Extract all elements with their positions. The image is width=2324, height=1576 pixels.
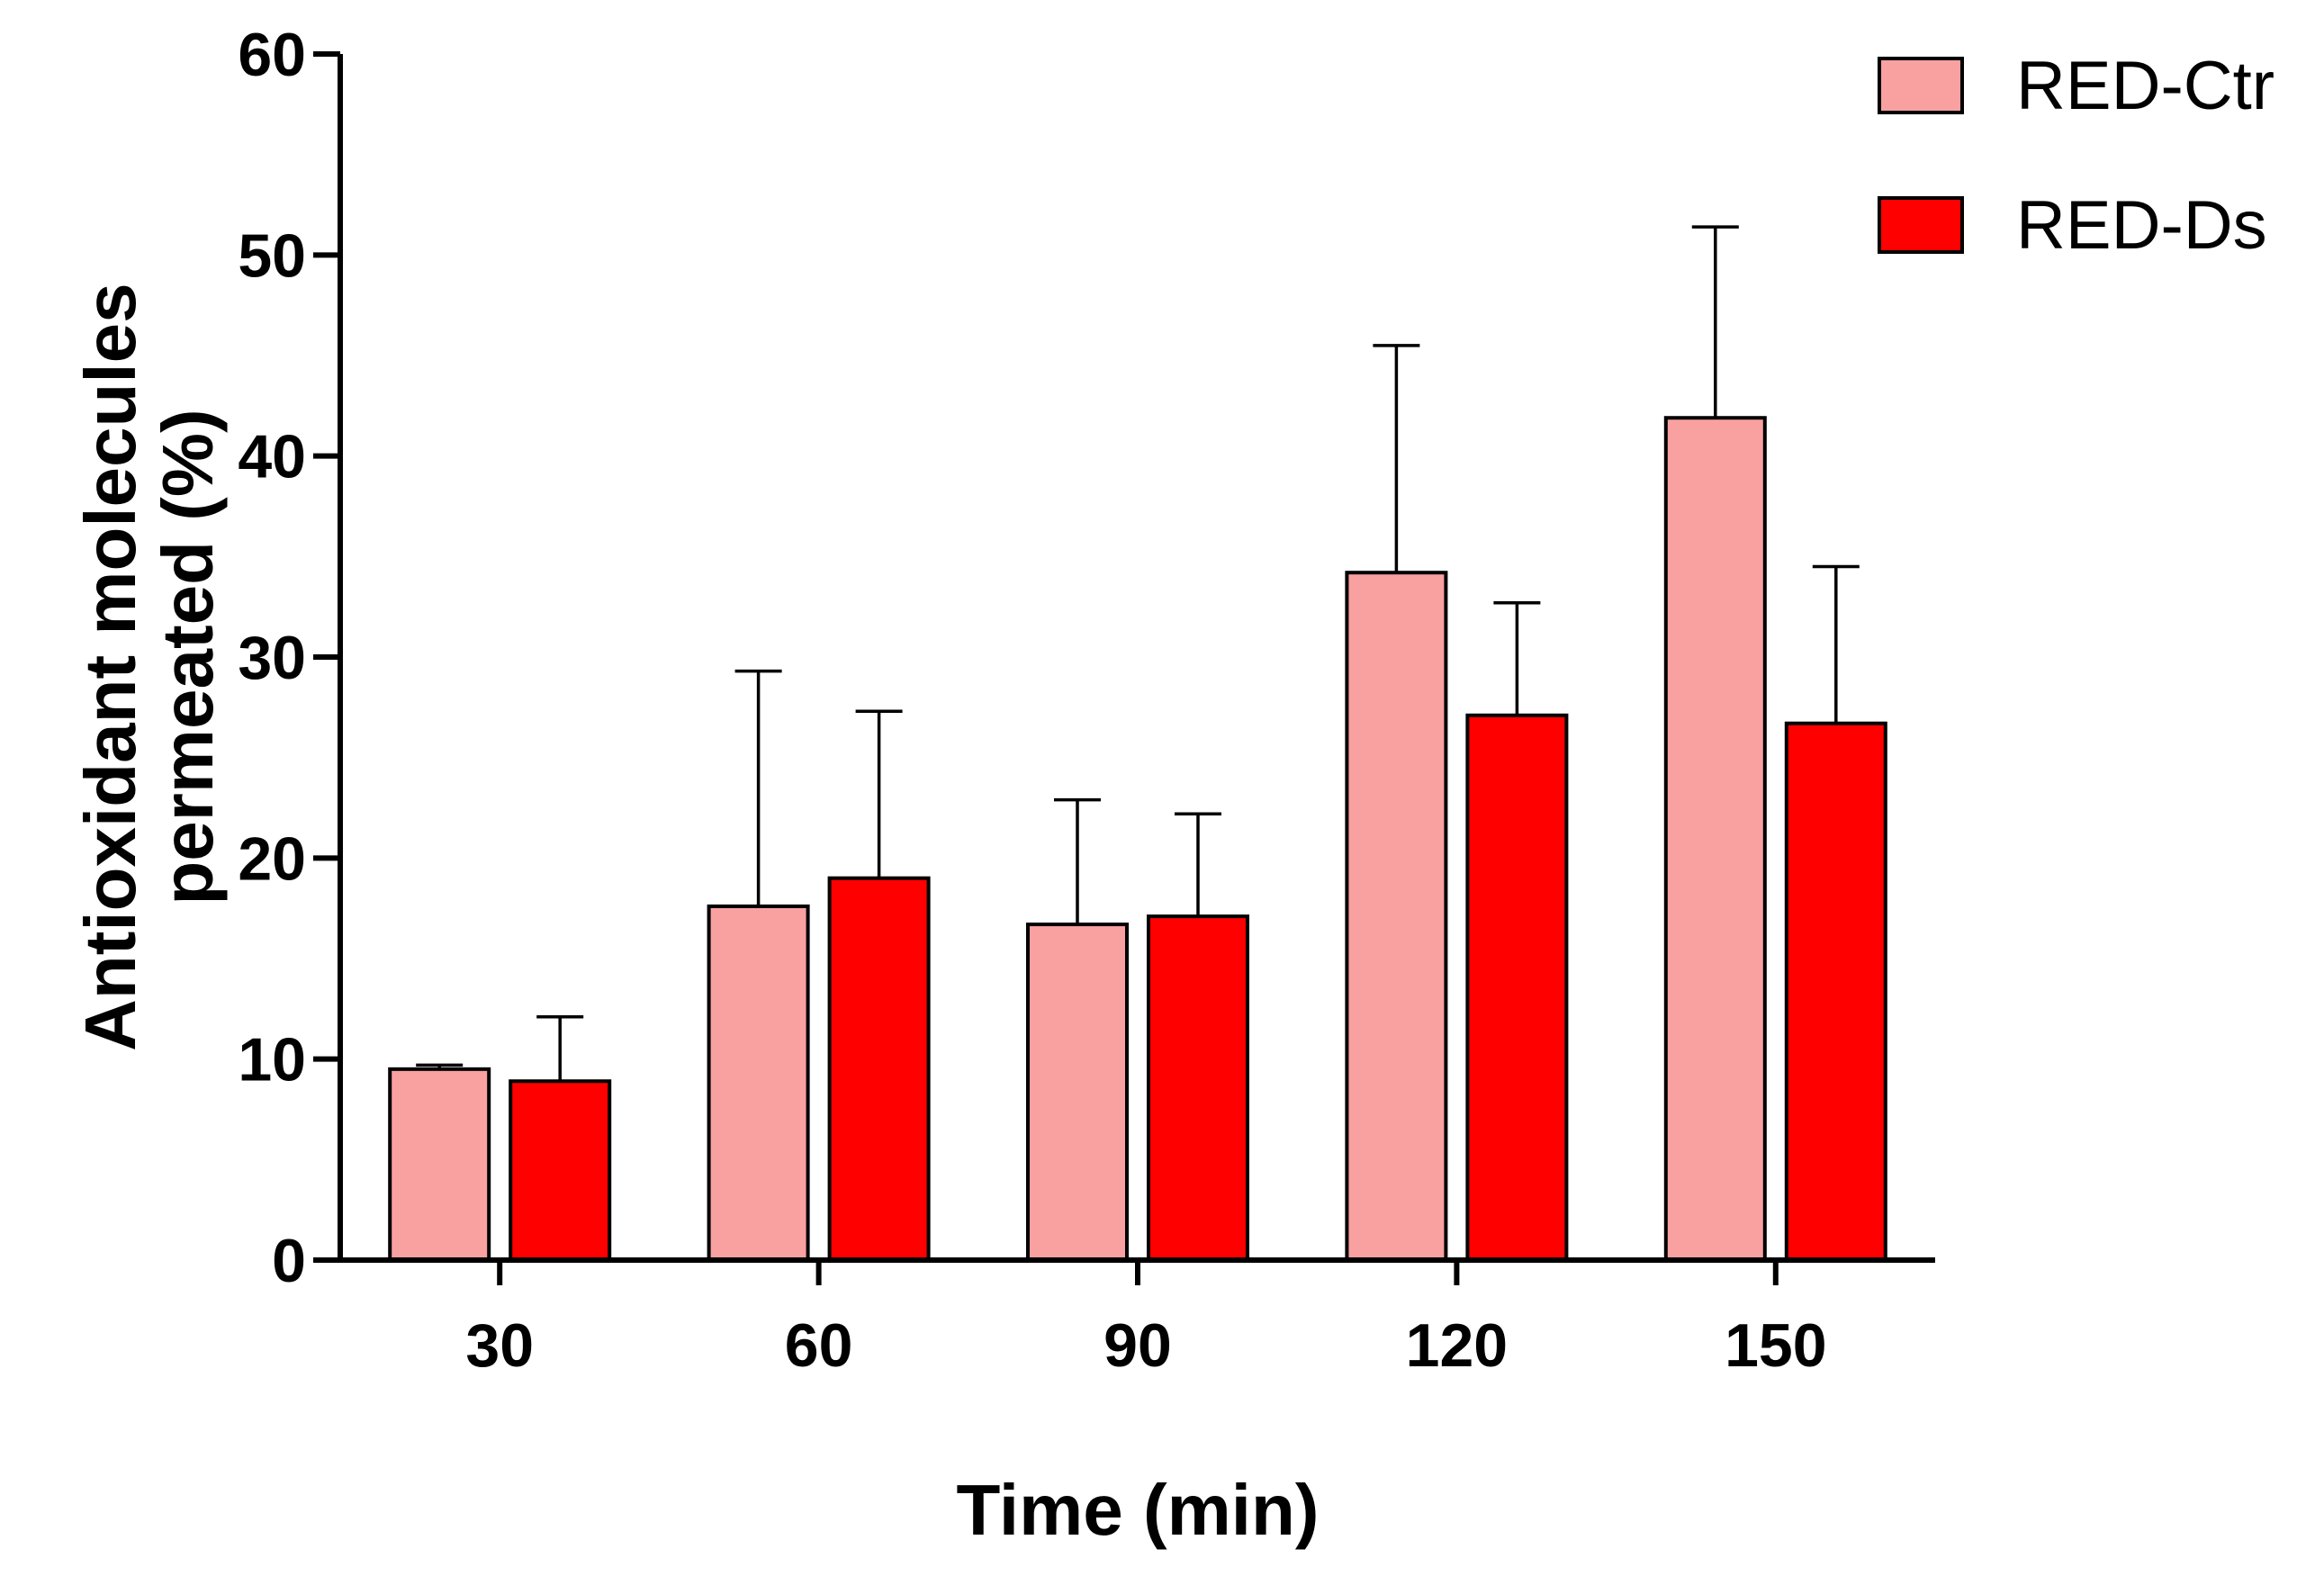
legend-swatch-red-ds [1878,196,1964,254]
y-tick-label: 20 [238,824,306,893]
bar-red-ds [1465,713,1569,1262]
bar-red-ctr [1345,571,1448,1262]
legend-swatch-red-ctr [1878,57,1964,114]
y-axis-title-line-2: permeated (%) [148,409,228,905]
bars-layer [388,225,1887,1263]
y-tick-label: 40 [238,423,306,491]
y-axis-title: Antioxidant molecules permeated (%) [70,263,228,1051]
y-tick-label: 10 [238,1026,306,1094]
bar-red-ctr [388,1067,491,1263]
x-tick-label: 150 [1725,1311,1826,1380]
bar-red-ctr [1663,416,1767,1262]
bar-red-ds [1147,914,1249,1262]
x-tick-label: 60 [785,1311,853,1380]
x-axis-title: Time (min) [956,1470,1319,1550]
bar-red-ctr [1026,923,1129,1262]
y-tick-label: 30 [238,624,306,692]
bar-red-ds [827,876,931,1263]
bar-red-ds [509,1079,612,1262]
y-tick-label: 0 [272,1227,306,1295]
bar-red-ds [1784,721,1887,1262]
legend-label-red-ds: RED-Ds [2016,187,2267,264]
y-axis-title-line-1: Antioxidant molecules [70,283,150,1050]
x-ticks: 30 60 90 120 150 [465,1260,1827,1380]
legend: RED-Ctr RED-Ds [1878,48,2274,264]
y-ticks: 0 10 20 30 40 50 60 [238,21,340,1295]
x-tick-label: 30 [465,1311,534,1380]
y-tick-label: 60 [238,21,306,89]
y-tick-label: 50 [238,221,306,290]
x-tick-label: 120 [1406,1311,1508,1380]
x-tick-label: 90 [1103,1311,1172,1380]
legend-label-red-ctr: RED-Ctr [2016,48,2274,124]
bar-red-ctr [707,904,810,1263]
